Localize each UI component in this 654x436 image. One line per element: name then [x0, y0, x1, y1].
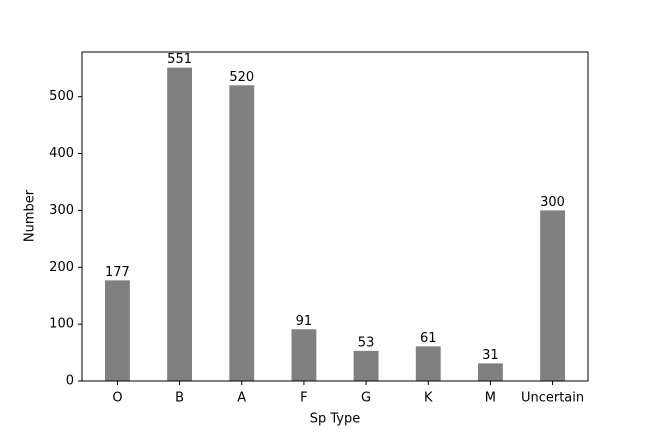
y-axis-label: Number	[23, 189, 38, 242]
bar	[353, 350, 379, 381]
x-tick-label: K	[424, 391, 433, 406]
plot-frame	[81, 51, 589, 382]
bar	[540, 210, 565, 381]
x-tick-label: G	[361, 391, 371, 406]
y-tick-label: 500	[49, 89, 74, 104]
x-tick-label: M	[485, 391, 496, 406]
data-label: 300	[540, 195, 565, 210]
data-label: 177	[105, 265, 130, 280]
y-tick-label: 200	[49, 260, 74, 275]
x-tick-label: Uncertain	[521, 391, 584, 406]
x-tick-label: F	[300, 391, 307, 406]
x-tick-label: B	[175, 391, 184, 406]
bar	[291, 329, 317, 381]
y-tick-label: 100	[49, 317, 74, 332]
y-tick-label: 0	[66, 374, 74, 389]
data-label: 91	[296, 314, 313, 329]
y-tick-label: 300	[49, 203, 74, 218]
bar	[415, 346, 441, 381]
x-tick-label: A	[237, 391, 246, 406]
y-tick-label: 400	[49, 146, 74, 161]
data-label: 551	[167, 52, 192, 67]
x-axis-label: Sp Type	[310, 412, 361, 427]
x-tick-label: O	[112, 391, 122, 406]
bar	[167, 67, 193, 382]
bar	[477, 363, 503, 381]
data-label: 53	[358, 335, 375, 350]
bar	[229, 85, 255, 381]
data-label: 31	[482, 348, 499, 363]
data-label: 61	[420, 331, 437, 346]
data-label: 520	[229, 70, 254, 85]
bar	[105, 280, 130, 381]
